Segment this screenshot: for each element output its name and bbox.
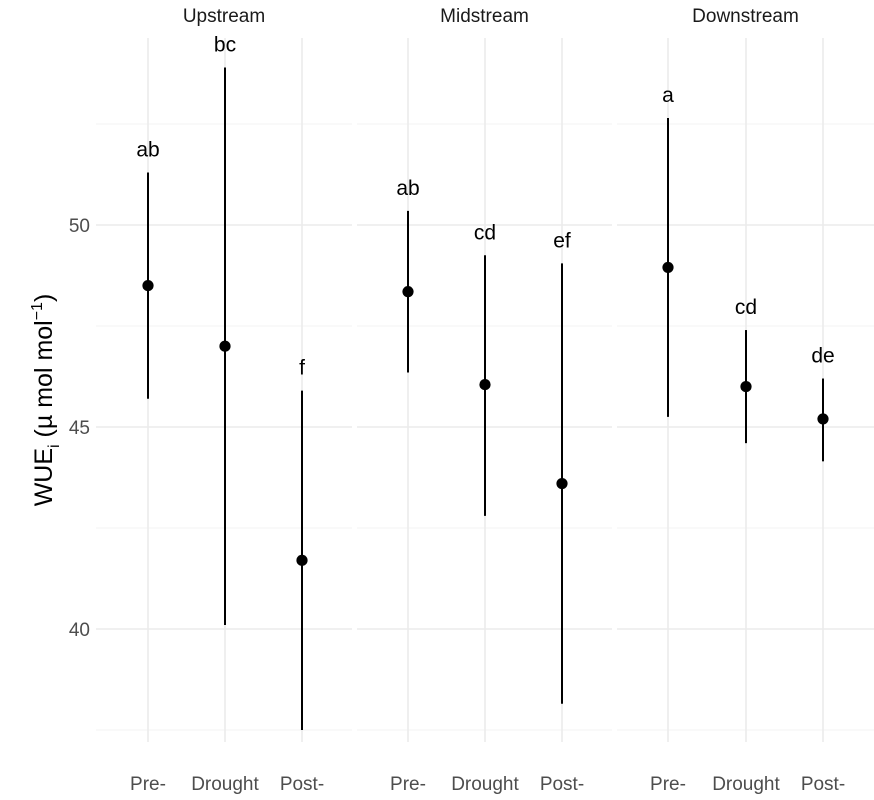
significance-label: f [299, 357, 305, 380]
significance-label: bc [214, 33, 236, 56]
x-tick-label: Pre- [390, 774, 426, 795]
data-point [662, 261, 674, 274]
x-tick-label: Drought [712, 774, 780, 795]
y-tick-label: 50 [69, 216, 90, 237]
y-tick-label: 45 [69, 418, 90, 439]
facet-strip-label: Midstream [440, 6, 529, 27]
x-tick-label: Pre- [130, 774, 166, 795]
y-tick-label: 40 [69, 620, 90, 641]
significance-label: cd [735, 296, 757, 319]
x-tick-label: Pre- [650, 774, 686, 795]
data-point [219, 340, 231, 352]
facet-strip-labels: Upstream Midstream Downstream [183, 6, 799, 27]
x-tick-label: Post- [540, 774, 584, 795]
significance-label: ab [396, 177, 419, 200]
data-point [479, 378, 491, 391]
significance-label: ab [136, 138, 159, 161]
data-marks: ab bc f ab cd ef a cd de [136, 33, 835, 730]
significance-label: a [662, 84, 674, 107]
significance-label: de [811, 345, 834, 368]
significance-label: ef [553, 229, 571, 252]
y-tick-labels: 40 45 50 [69, 216, 90, 641]
data-point [402, 286, 414, 298]
x-tick-labels: Pre- Drought Post- Pre- Drought Post- Pre- Drou… [130, 774, 845, 795]
facet-strip-label: Downstream [692, 6, 799, 27]
data-point [556, 477, 568, 490]
data-point [817, 413, 829, 425]
x-tick-label: Drought [191, 774, 259, 795]
significance-label: cd [474, 221, 496, 244]
x-tick-label: Drought [451, 774, 519, 795]
facet-strip-label: Upstream [183, 6, 265, 27]
y-axis-label: WUEi (µ mol mol−1) [29, 294, 63, 507]
x-tick-label: Post- [280, 774, 324, 795]
x-tick-label: Post- [801, 774, 845, 795]
data-point [740, 381, 752, 393]
data-point [142, 280, 154, 292]
data-point [296, 554, 308, 566]
